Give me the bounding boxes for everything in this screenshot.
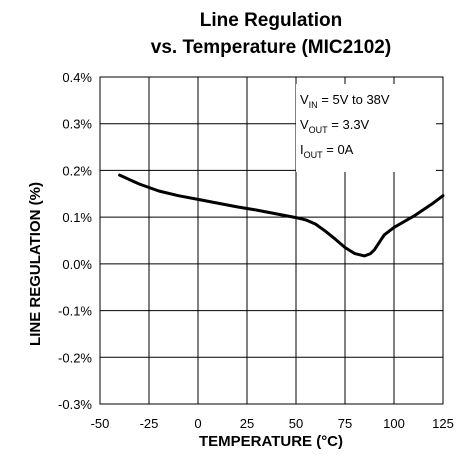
x-axis-label: TEMPERATURE (°C) <box>199 433 343 450</box>
y-tick-label: 0.4% <box>62 70 92 85</box>
plot-frame <box>99 76 444 405</box>
y-tick-label: 0.1% <box>62 210 92 225</box>
x-tick-label: 0 <box>194 416 201 431</box>
condition-line: VOUT = 3.3V <box>300 117 370 135</box>
y-tick-label: 0.3% <box>62 117 92 132</box>
x-tick-label: 125 <box>432 416 454 431</box>
condition-line: VIN = 5V to 38V <box>300 92 390 110</box>
y-axis-label: LINE REGULATION (%) <box>27 182 44 346</box>
x-tick-label: 50 <box>289 416 303 431</box>
x-tick-label: -25 <box>140 416 159 431</box>
chart-title-line-1: Line Regulation <box>200 10 343 31</box>
conditions-box-bg <box>296 84 436 172</box>
condition-line: IOUT = 0A <box>300 142 354 160</box>
x-tick-label: 25 <box>240 416 254 431</box>
y-tick-label: -0.1% <box>58 304 92 319</box>
x-tick-label: -50 <box>91 416 110 431</box>
x-tick-label: 75 <box>338 416 352 431</box>
chart-title-line-2: vs. Temperature (MIC2102) <box>151 37 391 58</box>
y-tick-labels: -0.3% -0.2% -0.1% 0.0% 0.1% 0.2% 0.3% 0.4% <box>58 70 92 412</box>
y-tick-label: -0.2% <box>58 350 92 365</box>
y-tick-label: -0.3% <box>58 397 92 412</box>
y-tick-label: 0.2% <box>62 163 92 178</box>
y-tick-label: 0.0% <box>62 257 92 272</box>
x-tick-labels: -50 -25 0 25 50 75 100 125 <box>91 416 454 431</box>
test-conditions: VIN = 5V to 38V VOUT = 3.3V IOUT = 0A <box>300 92 390 160</box>
series-line <box>118 173 445 258</box>
x-tick-label: 100 <box>383 416 405 431</box>
series-group <box>118 173 445 258</box>
